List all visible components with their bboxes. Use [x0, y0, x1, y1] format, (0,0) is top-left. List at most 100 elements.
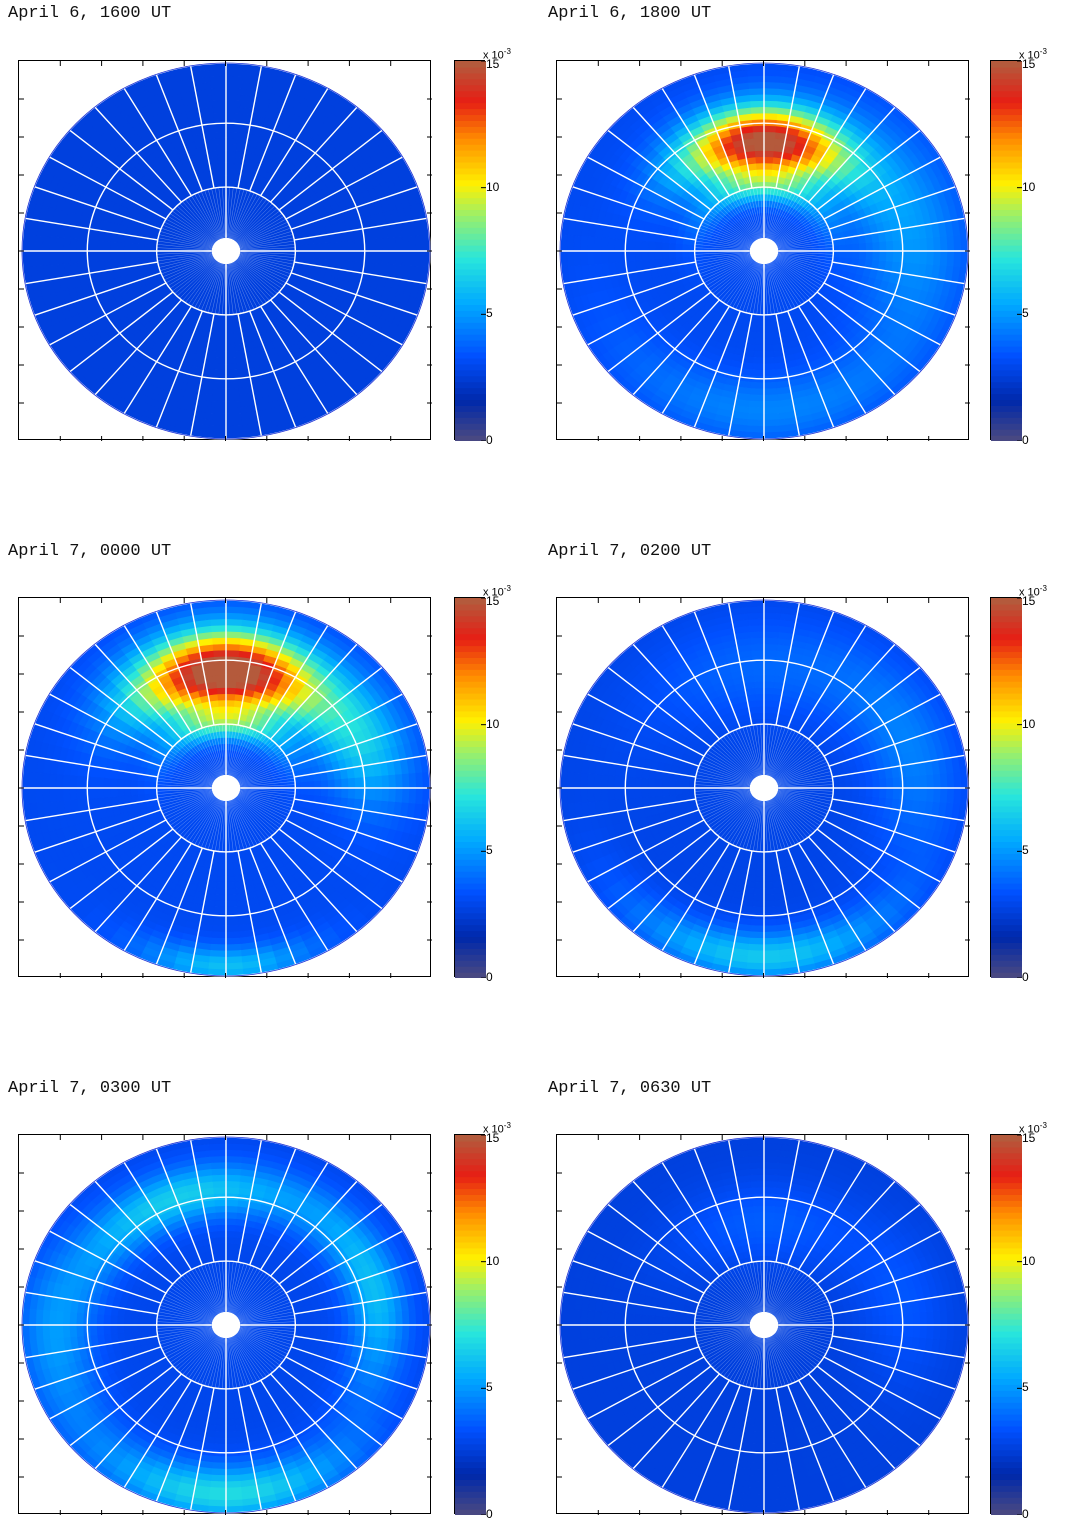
heat-cell: [226, 132, 237, 139]
heat-cell: [756, 326, 764, 333]
heat-cell: [682, 244, 689, 251]
heat-cell: [764, 326, 772, 333]
heat-cell: [221, 194, 226, 201]
heat-cell: [574, 251, 581, 266]
heat-cell: [315, 243, 322, 251]
heat-cell: [907, 251, 914, 263]
heat-cell: [839, 244, 846, 251]
heat-cell: [396, 251, 403, 265]
heat-cell: [662, 251, 669, 259]
heat-cell: [749, 94, 764, 101]
heat-cell: [226, 407, 241, 414]
heat-cell: [587, 251, 594, 265]
heat-cell: [839, 251, 846, 258]
heat-cell: [315, 251, 322, 259]
heat-cell: [580, 251, 588, 266]
heat-cell: [348, 251, 355, 261]
heat-cell: [764, 132, 775, 139]
heat-cell: [753, 132, 764, 139]
heat-cell: [846, 244, 853, 251]
heat-cell: [913, 251, 920, 264]
heat-cell: [601, 238, 608, 251]
heat-cell: [226, 150, 236, 157]
heat-cell: [754, 351, 764, 358]
heat-cell: [947, 236, 954, 251]
heat-cell: [211, 94, 226, 101]
heat-cell: [764, 175, 771, 182]
heat-cell: [36, 251, 43, 266]
heat-cell: [648, 242, 655, 251]
panel-title: April 7, 0300 UT: [8, 1079, 171, 1098]
heat-cell: [747, 76, 764, 83]
heat-cell: [764, 150, 774, 157]
heat-cell: [759, 194, 764, 201]
heat-cell: [219, 175, 226, 182]
heat-cell: [594, 251, 601, 265]
heat-cell: [764, 364, 775, 371]
heat-cell: [301, 244, 308, 251]
heat-cell: [764, 389, 778, 396]
heat-cell: [752, 370, 764, 377]
heat-cell: [866, 251, 873, 260]
heat-cell: [755, 339, 764, 346]
heat-cell: [321, 251, 328, 259]
heat-cell: [764, 339, 773, 346]
heat-cell: [416, 251, 424, 267]
heat-cell: [907, 239, 914, 251]
heat-cell: [947, 251, 954, 266]
heat-cell: [764, 357, 775, 364]
heat-cell: [215, 138, 226, 145]
heat-cell: [221, 301, 226, 308]
heat-cell: [226, 144, 236, 151]
heat-cell: [753, 138, 764, 145]
heat-cell: [158, 783, 165, 789]
heat-cell: [226, 364, 237, 371]
heat-cell: [574, 236, 581, 251]
heat-cell: [389, 251, 396, 265]
heat-cell: [628, 240, 635, 251]
heat-cell: [641, 251, 648, 261]
heat-cell: [220, 725, 226, 731]
heat-cell: [213, 113, 226, 120]
heat-cell: [756, 169, 764, 176]
heat-cell: [209, 426, 226, 433]
heat-cell: [853, 243, 860, 251]
polar-heatmap-plot: [18, 597, 431, 977]
heat-cell: [755, 150, 765, 157]
heat-cell: [696, 246, 703, 252]
heat-cell: [226, 175, 233, 182]
heat-cell: [211, 401, 226, 408]
heat-cell: [764, 82, 780, 89]
heat-cell: [764, 420, 781, 427]
heat-cell: [696, 251, 703, 257]
heat-cell: [580, 236, 588, 251]
heat-cell: [764, 169, 772, 176]
heat-cell: [137, 244, 144, 251]
heat-cell: [226, 382, 239, 389]
heat-cell: [226, 169, 234, 176]
heat-cell: [69, 238, 76, 251]
heat-cell: [614, 239, 621, 251]
heat-cell: [210, 413, 226, 420]
heat-cell: [144, 244, 151, 251]
heat-cell: [369, 251, 376, 263]
heat-cell: [342, 251, 349, 261]
heat-cell: [764, 163, 772, 170]
heat-cell: [859, 251, 866, 259]
heat-cell: [747, 69, 764, 76]
heat-cell: [846, 251, 853, 258]
heat-cell: [130, 243, 137, 251]
heat-cell: [42, 236, 50, 251]
heat-cell: [880, 241, 887, 251]
heat-cell: [749, 401, 764, 408]
heat-cell: [226, 76, 243, 83]
heat-cell: [42, 251, 50, 266]
heat-cell: [764, 407, 779, 414]
heat-cell: [211, 407, 226, 414]
panel-title: April 7, 0200 UT: [548, 542, 711, 561]
heat-cell: [396, 237, 403, 251]
heat-cell: [859, 243, 866, 251]
heat-cell: [764, 301, 769, 308]
heat-cell: [226, 333, 234, 340]
heat-cell: [212, 395, 226, 402]
